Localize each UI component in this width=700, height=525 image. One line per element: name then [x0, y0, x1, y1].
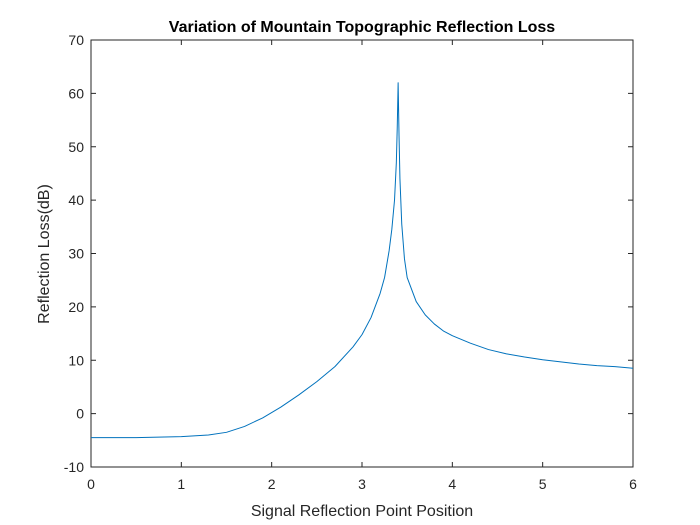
y-tick-label: 0 — [76, 406, 84, 422]
y-tick-label: 10 — [68, 352, 84, 368]
x-tick-label: 0 — [87, 476, 95, 492]
chart-title: Variation of Mountain Topographic Reflec… — [169, 19, 555, 36]
x-axis-label: Signal Reflection Point Position — [251, 503, 473, 520]
y-tick-label: 30 — [68, 246, 84, 262]
y-tick-label: 20 — [68, 299, 84, 315]
x-tick-label: 1 — [177, 476, 185, 492]
y-tick-label: 50 — [68, 139, 84, 155]
x-tick-label: 6 — [629, 476, 637, 492]
y-tick-label: 70 — [68, 32, 84, 48]
series-line — [91, 82, 634, 439]
y-tick-label: -10 — [64, 459, 84, 475]
x-tick-label: 5 — [539, 476, 547, 492]
y-tick-label: 60 — [68, 85, 84, 101]
x-tick-label: 2 — [268, 476, 276, 492]
y-axis-label: Reflection Loss(dB) — [36, 184, 53, 324]
x-tick-label: 4 — [448, 476, 456, 492]
y-tick-label: 40 — [68, 192, 84, 208]
x-tick-label: 3 — [358, 476, 366, 492]
